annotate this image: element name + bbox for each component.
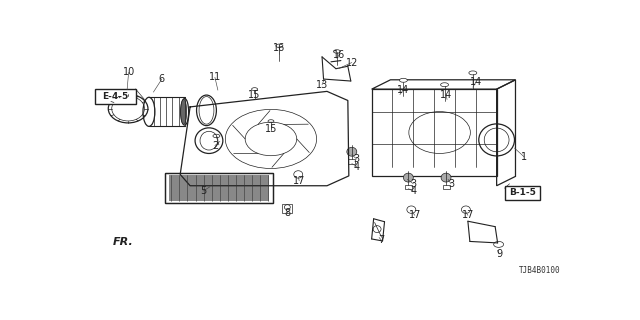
Text: 1: 1 [521,152,527,162]
Text: 3: 3 [448,179,454,189]
Text: 16: 16 [333,50,345,60]
Bar [169,175,269,201]
Text: 5: 5 [200,186,206,196]
Ellipse shape [347,147,356,156]
Bar [372,89,497,176]
Ellipse shape [469,71,477,75]
Text: 17: 17 [293,176,305,186]
Text: B-1-5: B-1-5 [509,188,536,197]
Ellipse shape [180,99,187,124]
Text: 3: 3 [410,179,417,189]
Text: 6: 6 [159,74,165,84]
Text: 8: 8 [284,208,291,218]
Text: 3: 3 [354,154,360,164]
Text: 4: 4 [354,162,360,172]
Text: 14: 14 [440,90,452,100]
Ellipse shape [441,173,451,182]
Text: TJB4B0100: TJB4B0100 [518,267,560,276]
Bar [165,173,273,203]
Text: 15: 15 [265,124,277,134]
Bar [443,185,449,189]
Text: 16: 16 [273,43,285,53]
Text: 10: 10 [122,68,135,77]
Bar [95,89,136,104]
Bar [504,186,540,200]
Text: 7: 7 [378,236,385,245]
Bar [405,185,412,189]
Text: 11: 11 [209,72,221,82]
Text: 13: 13 [316,80,328,90]
Ellipse shape [440,83,449,87]
Bar [282,204,292,213]
Text: 15: 15 [248,90,260,100]
Text: 14: 14 [470,77,482,87]
Text: 12: 12 [346,58,358,68]
Text: 17: 17 [461,210,474,220]
Text: 17: 17 [408,210,421,220]
Bar [165,173,273,203]
Text: FR.: FR. [113,237,134,247]
Ellipse shape [399,78,408,82]
Bar [348,159,355,164]
Text: 14: 14 [397,85,410,95]
Text: 9: 9 [496,249,502,259]
Text: E-4-5: E-4-5 [102,92,129,101]
Ellipse shape [403,173,413,182]
Text: 2: 2 [212,140,218,151]
Text: 4: 4 [410,186,417,196]
